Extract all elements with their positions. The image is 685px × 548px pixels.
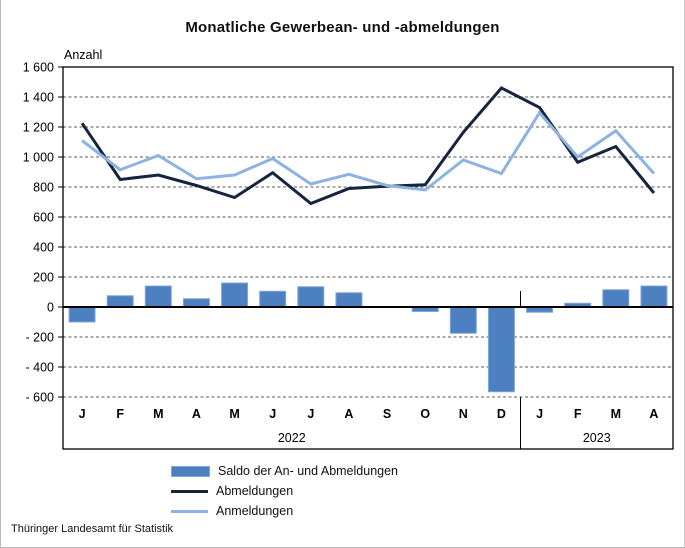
month-label: A <box>344 407 353 421</box>
saldo-bar <box>221 282 249 308</box>
saldo-bar <box>68 306 96 323</box>
month-label: N <box>459 407 468 421</box>
legend-label-saldo: Saldo der An- und Abmeldungen <box>218 464 398 478</box>
y-tick-label: 800 <box>33 181 54 195</box>
month-label: D <box>497 407 506 421</box>
legend-item-anmeldungen: Anmeldungen <box>171 501 398 521</box>
anmeldungen-line <box>81 110 656 192</box>
legend-swatch-anmeldungen <box>171 509 208 513</box>
legend-item-abmeldungen: Abmeldungen <box>171 481 398 501</box>
saldo-bar <box>640 285 668 308</box>
month-label: J <box>79 407 86 421</box>
x-axis-labels: J F M A M J J A S O N D J F M A 2022 2023 <box>79 407 659 445</box>
month-label: S <box>383 407 391 421</box>
month-label: M <box>611 407 621 421</box>
legend-swatch-abmeldungen <box>171 489 208 493</box>
month-label: O <box>420 407 430 421</box>
y-tick-label: 0 <box>47 301 54 315</box>
month-label: J <box>536 407 543 421</box>
month-label: M <box>153 407 163 421</box>
y-tick-label: - 200 <box>26 331 55 345</box>
legend-label-anmeldungen: Anmeldungen <box>216 504 294 518</box>
y-tick-label: 200 <box>33 271 54 285</box>
legend-swatch-saldo <box>171 465 210 477</box>
legend: Saldo der An- und Abmeldungen Abmeldunge… <box>171 461 398 521</box>
y-tick-label: 1 400 <box>23 91 54 105</box>
gridlines <box>63 96 673 398</box>
month-label: F <box>116 407 124 421</box>
month-label: A <box>192 407 201 421</box>
year-label: 2023 <box>583 431 611 445</box>
y-tick-label: 1 200 <box>23 121 54 135</box>
saldo-bar <box>487 306 515 393</box>
axes <box>58 66 674 450</box>
source-attribution: Thüringer Landesamt für Statistik <box>11 523 174 535</box>
saldo-bar <box>259 290 287 308</box>
legend-label-abmeldungen: Abmeldungen <box>216 484 294 498</box>
month-label: M <box>229 407 239 421</box>
saldo-bar <box>182 298 210 308</box>
y-tick-label: 400 <box>33 241 54 255</box>
month-label: A <box>649 407 658 421</box>
saldo-bar <box>144 285 172 308</box>
month-label: J <box>269 407 276 421</box>
saldo-bar <box>297 286 325 308</box>
y-tick-label: - 400 <box>26 361 55 375</box>
y-tick-label: 600 <box>33 211 54 225</box>
saldo-bar <box>602 289 630 308</box>
saldo-bar <box>449 306 477 334</box>
chart-title: Monatliche Gewerbean- und -abmeldungen <box>185 19 500 36</box>
saldo-bar <box>106 295 134 308</box>
y-tick-label: - 600 <box>26 391 55 405</box>
year-label: 2022 <box>278 431 306 445</box>
y-axis-labels: 1 600 1 400 1 200 1 000 800 600 400 200 0 - 200 - … <box>23 48 103 405</box>
saldo-bar <box>335 292 363 308</box>
y-tick-label: 1 600 <box>23 61 54 75</box>
y-tick-label: 1 000 <box>23 151 54 165</box>
month-label: J <box>307 407 314 421</box>
y-axis-title: Anzahl <box>64 48 102 62</box>
month-label: F <box>574 407 582 421</box>
legend-item-saldo: Saldo der An- und Abmeldungen <box>171 461 398 481</box>
chart-canvas: 1 600 1 400 1 200 1 000 800 600 400 200 0 - 200 - … <box>23 48 674 450</box>
